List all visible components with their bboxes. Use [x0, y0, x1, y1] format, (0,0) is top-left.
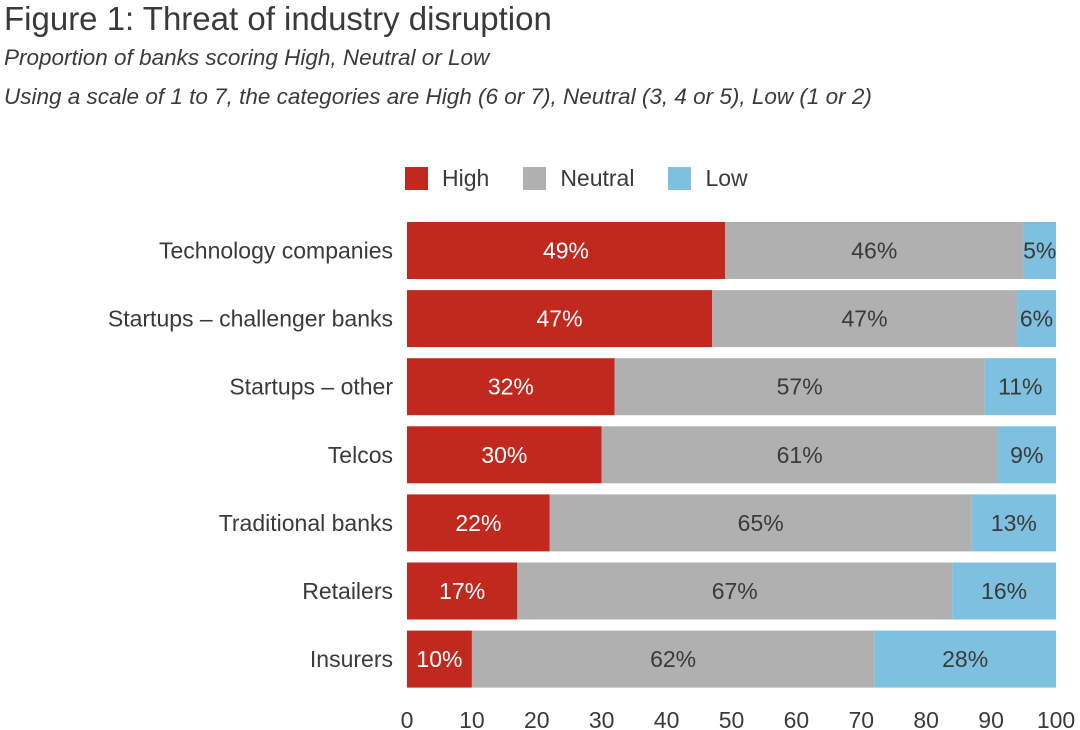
data-label-high-telcos: 30%: [481, 442, 527, 468]
legend-label-neutral: Neutral: [560, 164, 635, 191]
legend-swatch-neutral: [523, 166, 547, 190]
data-label-neutral-startups-challenger-banks: 47%: [842, 306, 888, 332]
x-tick-label-60: 60: [784, 707, 810, 730]
x-tick-label-80: 80: [913, 707, 939, 730]
x-tick-label-20: 20: [524, 707, 550, 730]
bar-neutral-telcos: [601, 426, 998, 484]
data-label-low-startups-challenger-banks: 6%: [1020, 306, 1053, 332]
data-label-neutral-retailers: 67%: [712, 578, 758, 604]
category-label-telcos: Telcos: [328, 442, 393, 468]
data-label-neutral-traditional-banks: 65%: [738, 510, 784, 536]
bar-high-traditional-banks: [407, 494, 550, 552]
bar-neutral-startups-challenger-banks: [712, 290, 1018, 348]
data-label-high-retailers: 17%: [439, 578, 485, 604]
category-label-insurers: Insurers: [310, 646, 393, 672]
x-tick-label-100: 100: [1037, 707, 1075, 730]
x-tick-label-40: 40: [654, 707, 680, 730]
category-label-technology-companies: Technology companies: [159, 238, 393, 264]
data-label-low-retailers: 16%: [981, 578, 1027, 604]
legend-item-low: Low: [668, 164, 748, 192]
bar-high-retailers: [407, 562, 518, 620]
bar-low-technology-companies: [1023, 222, 1056, 279]
data-label-neutral-startups-other: 57%: [777, 374, 823, 400]
data-label-neutral-technology-companies: 46%: [851, 238, 897, 264]
x-tick-label-30: 30: [589, 707, 615, 730]
data-label-low-telcos: 9%: [1010, 442, 1043, 468]
category-label-retailers: Retailers: [302, 578, 393, 604]
bar-neutral-traditional-banks: [549, 494, 972, 552]
category-label-startups-other: Startups – other: [229, 374, 393, 400]
bar-neutral-retailers: [517, 562, 953, 620]
bar-low-retailers: [952, 562, 1056, 620]
legend: High Neutral Low: [405, 162, 782, 194]
bar-high-technology-companies: [407, 222, 726, 279]
chart-note: Using a scale of 1 to 7, the categories …: [4, 84, 872, 109]
bar-neutral-startups-other: [614, 358, 985, 416]
bar-low-insurers: [874, 630, 1056, 688]
bar-high-startups-challenger-banks: [407, 290, 713, 348]
data-label-low-insurers: 28%: [942, 646, 988, 672]
bar-high-insurers: [407, 630, 472, 688]
x-tick-label-70: 70: [849, 707, 875, 730]
x-tick-label-0: 0: [401, 707, 414, 730]
data-label-high-startups-challenger-banks: 47%: [536, 306, 582, 332]
bar-high-telcos: [407, 426, 602, 484]
category-label-traditional-banks: Traditional banks: [219, 510, 393, 536]
bar-high-startups-other: [407, 358, 615, 416]
bar-low-startups-challenger-banks: [1017, 290, 1056, 348]
legend-swatch-low: [668, 166, 692, 190]
bar-neutral-insurers: [471, 630, 875, 688]
legend-label-high: High: [442, 164, 490, 191]
data-label-high-startups-other: 32%: [488, 374, 534, 400]
category-label-startups-challenger-banks: Startups – challenger banks: [108, 306, 393, 332]
x-tick-label-50: 50: [719, 707, 745, 730]
legend-swatch-high: [405, 166, 428, 190]
data-label-low-startups-other: 11%: [998, 374, 1042, 400]
x-tick-label-10: 10: [459, 707, 485, 730]
data-label-low-traditional-banks: 13%: [991, 510, 1037, 536]
data-label-neutral-insurers: 62%: [650, 646, 696, 672]
data-label-high-technology-companies: 49%: [543, 238, 589, 264]
data-label-neutral-telcos: 61%: [777, 442, 823, 468]
data-label-high-insurers: 10%: [416, 646, 462, 672]
bar-low-traditional-banks: [971, 494, 1056, 552]
bar-neutral-technology-companies: [725, 222, 1024, 279]
x-tick-label-90: 90: [978, 707, 1004, 730]
chart-title: Figure 1: Threat of industry disruption: [4, 0, 552, 37]
legend-item-high: High: [405, 165, 489, 192]
bar-low-startups-other: [984, 358, 1056, 416]
legend-item-neutral: Neutral: [523, 165, 634, 192]
data-label-high-traditional-banks: 22%: [455, 510, 501, 536]
chart-subtitle: Proportion of banks scoring High, Neutra…: [4, 45, 490, 70]
legend-label-low: Low: [705, 164, 748, 191]
data-label-low-technology-companies: 5%: [1023, 238, 1056, 264]
bar-low-telcos: [997, 426, 1056, 484]
